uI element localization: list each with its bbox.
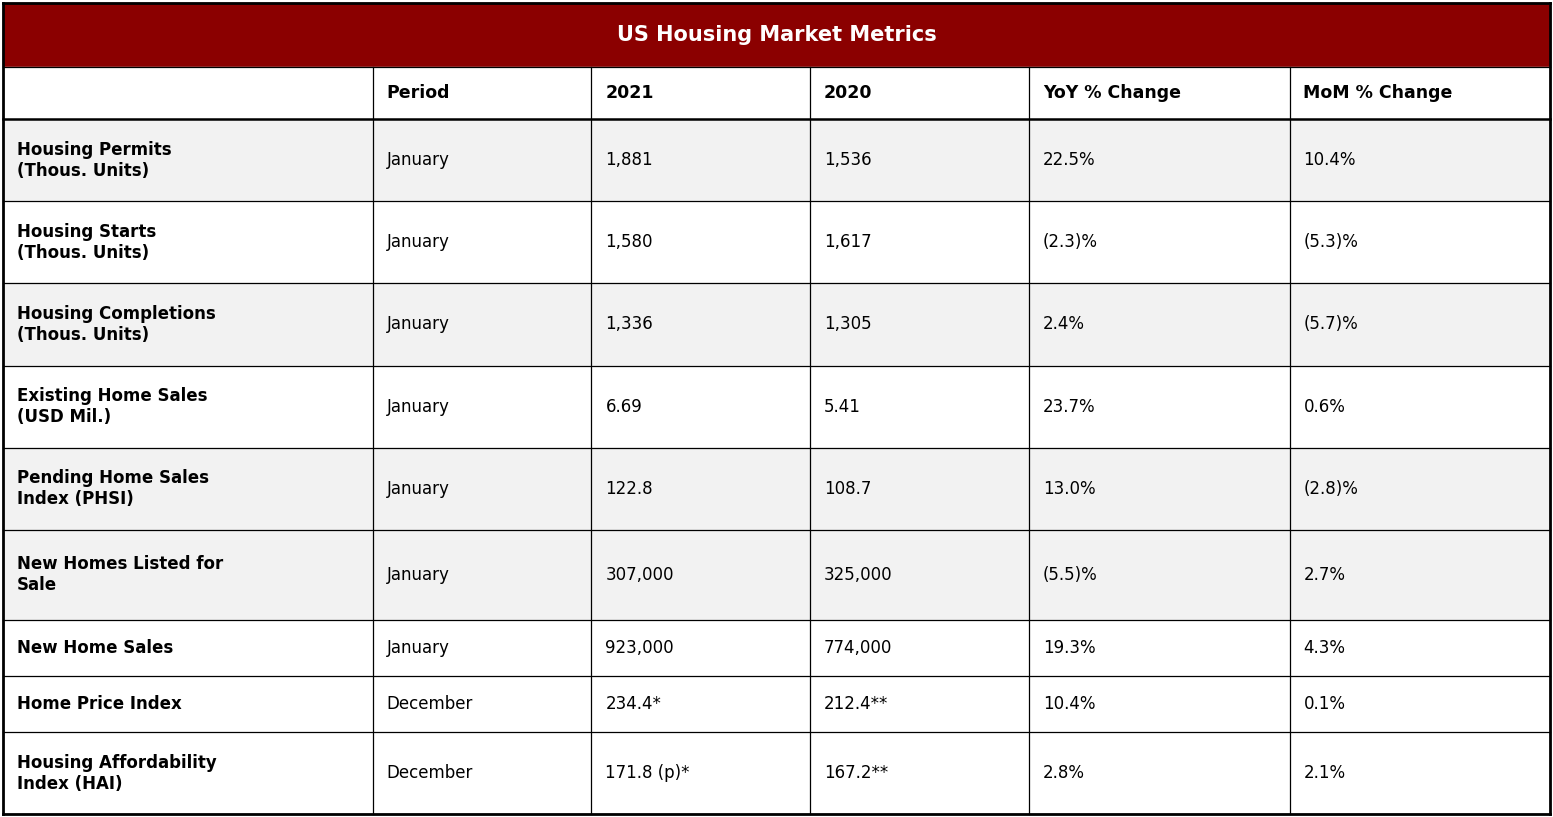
- Text: YoY % Change: YoY % Change: [1042, 84, 1180, 102]
- Text: New Home Sales: New Home Sales: [17, 639, 172, 657]
- Text: Housing Permits
(Thous. Units): Housing Permits (Thous. Units): [17, 141, 171, 180]
- Polygon shape: [3, 2, 1550, 68]
- Text: January: January: [387, 234, 450, 252]
- Polygon shape: [3, 119, 1550, 201]
- Text: 122.8: 122.8: [606, 480, 652, 498]
- Text: 5.41: 5.41: [825, 398, 860, 416]
- Text: 2021: 2021: [606, 84, 654, 102]
- Polygon shape: [3, 201, 1550, 283]
- Polygon shape: [3, 529, 1550, 619]
- Text: January: January: [387, 565, 450, 583]
- Text: (5.7)%: (5.7)%: [1303, 315, 1359, 333]
- Polygon shape: [3, 448, 1550, 529]
- Text: 6.69: 6.69: [606, 398, 641, 416]
- Polygon shape: [3, 68, 1550, 119]
- Text: 0.6%: 0.6%: [1303, 398, 1345, 416]
- Text: 167.2**: 167.2**: [825, 764, 888, 782]
- Text: Home Price Index: Home Price Index: [17, 695, 182, 713]
- Text: 2.4%: 2.4%: [1042, 315, 1084, 333]
- Text: December: December: [387, 764, 474, 782]
- Text: Period: Period: [387, 84, 450, 102]
- Text: 1,617: 1,617: [825, 234, 871, 252]
- Text: 307,000: 307,000: [606, 565, 674, 583]
- Text: 212.4**: 212.4**: [825, 695, 888, 713]
- Polygon shape: [3, 365, 1550, 448]
- Text: January: January: [387, 639, 450, 657]
- Text: 10.4%: 10.4%: [1303, 151, 1356, 169]
- Text: January: January: [387, 315, 450, 333]
- Text: January: January: [387, 151, 450, 169]
- Text: 1,536: 1,536: [825, 151, 871, 169]
- Text: January: January: [387, 480, 450, 498]
- Text: 4.3%: 4.3%: [1303, 639, 1345, 657]
- Text: 325,000: 325,000: [825, 565, 893, 583]
- Text: (2.8)%: (2.8)%: [1303, 480, 1359, 498]
- Text: 13.0%: 13.0%: [1042, 480, 1095, 498]
- Text: January: January: [387, 398, 450, 416]
- Text: 923,000: 923,000: [606, 639, 674, 657]
- Text: 1,580: 1,580: [606, 234, 652, 252]
- Text: 234.4*: 234.4*: [606, 695, 662, 713]
- Text: 1,336: 1,336: [606, 315, 654, 333]
- Text: 2.8%: 2.8%: [1042, 764, 1084, 782]
- Polygon shape: [3, 732, 1550, 815]
- Text: 2.7%: 2.7%: [1303, 565, 1345, 583]
- Text: 10.4%: 10.4%: [1042, 695, 1095, 713]
- Text: (5.5)%: (5.5)%: [1042, 565, 1098, 583]
- Text: Housing Starts
(Thous. Units): Housing Starts (Thous. Units): [17, 223, 155, 261]
- Text: 1,881: 1,881: [606, 151, 652, 169]
- Text: Housing Completions
(Thous. Units): Housing Completions (Thous. Units): [17, 305, 216, 344]
- Polygon shape: [3, 619, 1550, 676]
- Text: 19.3%: 19.3%: [1042, 639, 1095, 657]
- Text: Pending Home Sales
Index (PHSI): Pending Home Sales Index (PHSI): [17, 469, 208, 508]
- Text: 171.8 (p)*: 171.8 (p)*: [606, 764, 690, 782]
- Text: 23.7%: 23.7%: [1042, 398, 1095, 416]
- Text: 774,000: 774,000: [825, 639, 893, 657]
- Text: Existing Home Sales
(USD Mil.): Existing Home Sales (USD Mil.): [17, 387, 207, 426]
- Text: (2.3)%: (2.3)%: [1042, 234, 1098, 252]
- Text: US Housing Market Metrics: US Housing Market Metrics: [617, 25, 936, 45]
- Text: MoM % Change: MoM % Change: [1303, 84, 1452, 102]
- Text: (5.3)%: (5.3)%: [1303, 234, 1359, 252]
- Text: December: December: [387, 695, 474, 713]
- Text: Housing Affordability
Index (HAI): Housing Affordability Index (HAI): [17, 754, 216, 792]
- Text: 0.1%: 0.1%: [1303, 695, 1345, 713]
- Text: 1,305: 1,305: [825, 315, 871, 333]
- Text: 2020: 2020: [825, 84, 873, 102]
- Polygon shape: [3, 283, 1550, 365]
- Polygon shape: [3, 676, 1550, 732]
- Text: New Homes Listed for
Sale: New Homes Listed for Sale: [17, 556, 224, 594]
- Text: 108.7: 108.7: [825, 480, 871, 498]
- Text: 2.1%: 2.1%: [1303, 764, 1345, 782]
- Text: 22.5%: 22.5%: [1042, 151, 1095, 169]
